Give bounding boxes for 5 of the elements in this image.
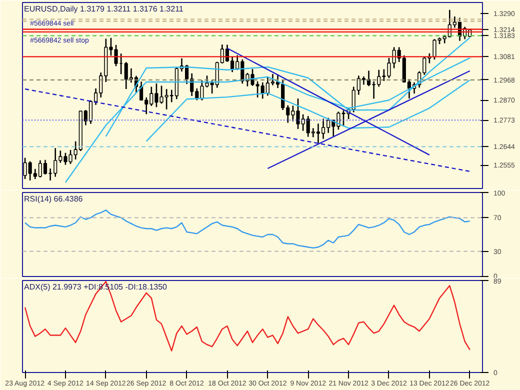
line-series bbox=[24, 210, 470, 249]
chart-title: RSI(14) 66.4386 bbox=[24, 194, 84, 204]
line-series bbox=[146, 79, 470, 142]
line-series bbox=[24, 280, 470, 352]
chart-title: EURUSD,Daily 1.3179 1.3211 1.3176 1.3211 bbox=[24, 4, 184, 14]
